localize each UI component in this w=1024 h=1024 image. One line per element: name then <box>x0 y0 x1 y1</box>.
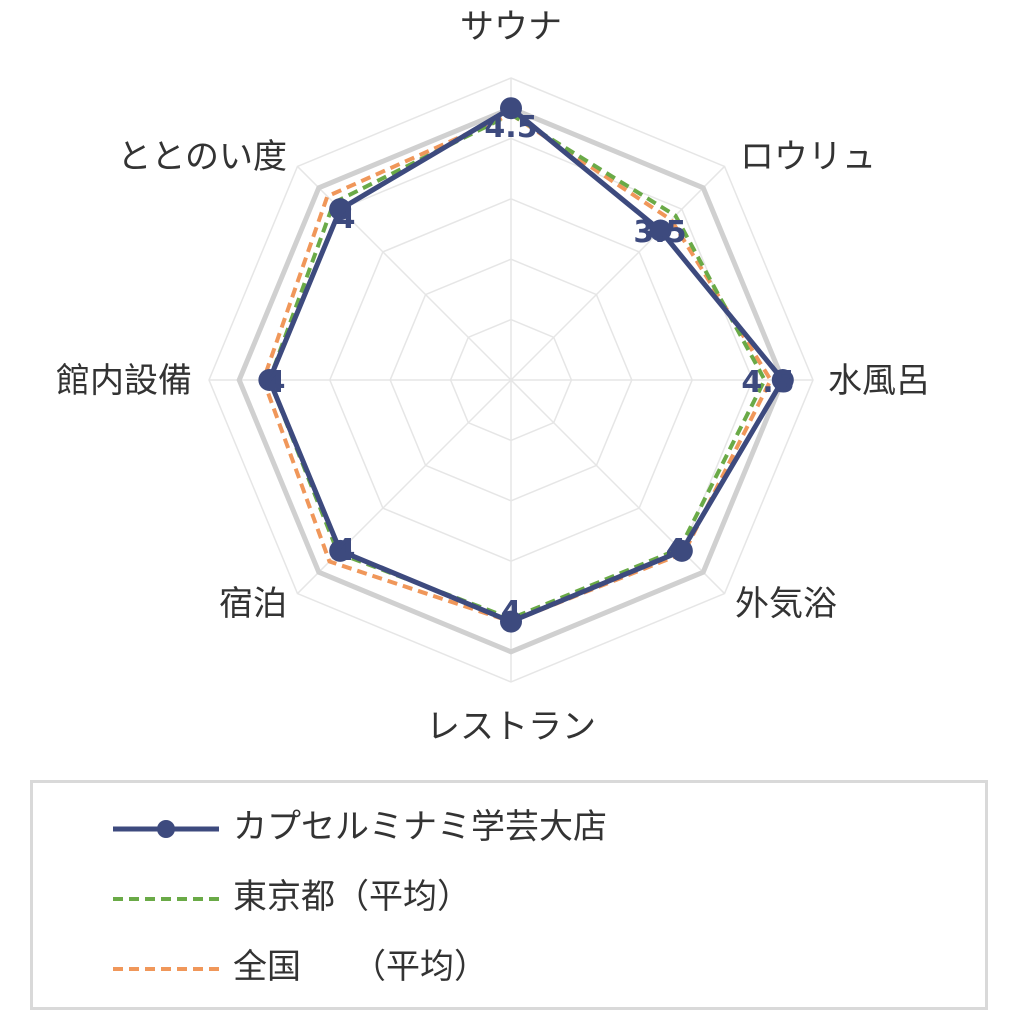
legend-item-tokyo[interactable]: 東京都（平均） <box>33 871 985 931</box>
data-point <box>500 610 522 633</box>
axis-label: 館内設備 <box>56 361 192 401</box>
axis-label: 宿泊 <box>219 584 287 624</box>
grid-spoke <box>510 165 726 381</box>
series-line-1 <box>267 112 767 621</box>
value-label: 4 <box>335 201 356 236</box>
radar-grid <box>208 77 814 683</box>
highlight-ring <box>236 105 786 655</box>
legend-swatch-national <box>113 967 219 971</box>
axis-label: 外気浴 <box>735 584 837 624</box>
legend-label-store: カプセルミナミ学芸大店 <box>233 807 607 847</box>
axis-label: ととのい度 <box>117 137 287 177</box>
data-point <box>329 539 352 562</box>
data-point <box>500 97 522 120</box>
data-point <box>329 198 352 221</box>
legend: カプセルミナミ学芸大店 東京都（平均） 全国 （平均） <box>30 780 988 1010</box>
data-point <box>771 369 794 391</box>
value-label: 4 <box>265 365 286 400</box>
value-label: 4 <box>335 533 356 568</box>
data-point <box>258 369 281 391</box>
data-point <box>670 539 693 562</box>
legend-item-store[interactable]: カプセルミナミ学芸大店 <box>33 801 985 861</box>
axis-label: レストラン <box>426 707 596 747</box>
value-label: 4 <box>666 533 687 568</box>
legend-item-national[interactable]: 全国 （平均） <box>33 941 985 1001</box>
value-label: 4.5 <box>484 110 537 145</box>
axis-label: 水風呂 <box>828 361 930 401</box>
legend-label-national: 全国 （平均） <box>233 947 488 987</box>
legend-label-tokyo: 東京都（平均） <box>233 877 471 917</box>
value-label: 3.5 <box>633 215 686 250</box>
legend-swatch-tokyo <box>113 897 219 901</box>
value-label: 4 <box>501 595 522 630</box>
axis-label: ロウリュ <box>740 137 876 177</box>
data-point <box>649 219 672 242</box>
axis-label: サウナ <box>460 7 562 47</box>
legend-swatch-store <box>113 820 219 838</box>
value-label: 4.5 <box>741 365 794 400</box>
radar-series <box>258 97 794 633</box>
